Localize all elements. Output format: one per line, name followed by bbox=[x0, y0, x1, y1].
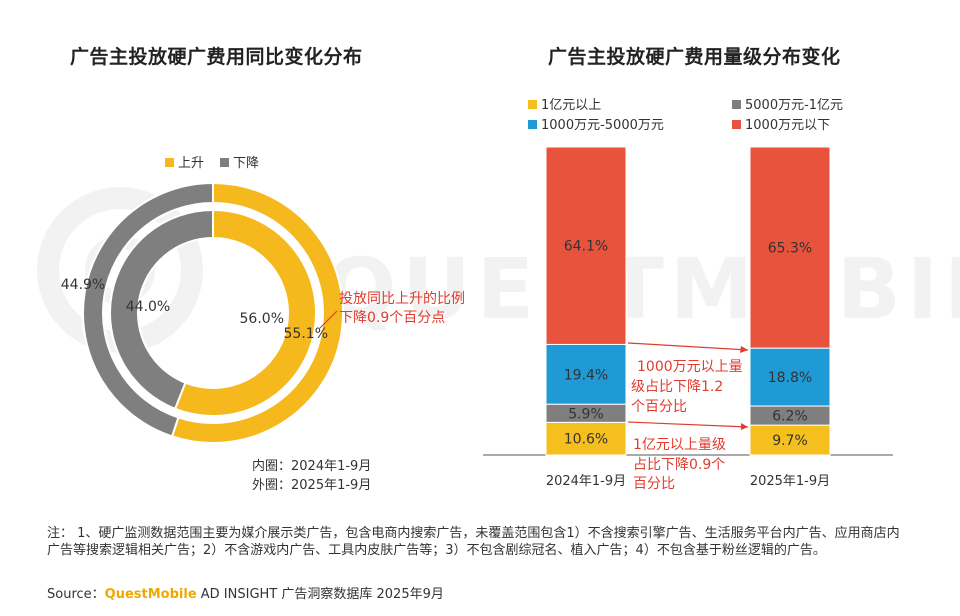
bar-annotation-2-line-2: 占比下降0.9个 bbox=[633, 457, 725, 473]
bar-annotation-1-line-2: 级占比下降1.2 bbox=[631, 379, 723, 395]
bar-segment-1000w-5000w-0 bbox=[545, 343, 627, 405]
bar-segment-below-1000w-0 bbox=[545, 146, 627, 345]
bar-annotation-1-line-1: 1000万元以上量 bbox=[637, 359, 743, 375]
bar-legend-label-1000w-5000w: 1000万元-5000万元 bbox=[541, 118, 664, 133]
bar-label-1000w-5000w-1: 18.8% bbox=[768, 370, 812, 386]
source-prefix: Source： bbox=[47, 587, 105, 602]
bar-annotation-arrow-2-icon bbox=[627, 421, 749, 428]
inner-ring-period: 内圈：2024年1-9月 bbox=[252, 458, 371, 474]
bar-label-above-1yi-0: 10.6% bbox=[564, 432, 608, 448]
legend-fall-swatch bbox=[220, 158, 229, 167]
bar-segment-above-1yi-1 bbox=[749, 424, 831, 456]
donut-slice-inner-fall bbox=[109, 208, 214, 411]
bar-chart-title: 广告主投放硬广费用量级分布变化 bbox=[548, 46, 841, 68]
bar-annotation-1-line-3: 个百分比 bbox=[631, 399, 687, 415]
bar-category-0: 2024年1-9月 bbox=[546, 474, 626, 489]
bar-segment-1000w-5000w-1 bbox=[749, 347, 831, 407]
bar-label-below-1000w-0: 64.1% bbox=[564, 239, 608, 255]
bar-legend-label-above-1yi: 1亿元以上 bbox=[541, 98, 601, 113]
donut-chart-title: 广告主投放硬广费用同比变化分布 bbox=[70, 46, 363, 68]
legend-fall-label: 下降 bbox=[233, 156, 259, 171]
bar-annotation-2-line-1: 1亿元以上量级 bbox=[633, 437, 726, 453]
bar-label-below-1000w-1: 65.3% bbox=[768, 241, 812, 257]
bar-legend-swatch-above-1yi bbox=[528, 100, 537, 109]
outer-rise-label: 55.1% bbox=[284, 326, 328, 342]
donut-slice-inner-rise bbox=[173, 208, 317, 417]
inner-fall-label: 44.0% bbox=[126, 299, 170, 315]
outer-fall-label: 44.9% bbox=[61, 277, 105, 293]
bar-segment-above-1yi-0 bbox=[545, 421, 627, 456]
bar-annotation-2-line-3: 百分比 bbox=[633, 476, 675, 492]
questmobile-logo-text: QuestMobile bbox=[104, 587, 197, 602]
bar-legend-label-below-1000w: 1000万元以下 bbox=[745, 118, 830, 133]
donut-annotation-arrow-icon bbox=[319, 310, 338, 329]
bar-legend-swatch-below-1000w bbox=[732, 120, 741, 129]
donut-annotation-line-1: 投放同比上升的比例 bbox=[339, 291, 465, 307]
bar-annotation-arrow-1-icon bbox=[627, 342, 749, 351]
footnote: 注： 1、硬广监测数据范围主要为媒介展示类广告，包含电商内搜索广告，未覆盖范围包… bbox=[47, 526, 900, 558]
inner-rise-label: 56.0% bbox=[240, 311, 284, 327]
bar-annotation-arrowhead-2-icon bbox=[741, 423, 748, 430]
bar-label-5000w-1yi-0: 5.9% bbox=[568, 406, 604, 422]
bar-label-5000w-1yi-1: 6.2% bbox=[772, 409, 808, 425]
bar-annotation-arrowhead-1-icon bbox=[740, 346, 748, 353]
watermark-text: QUESTMOBILE bbox=[325, 240, 960, 338]
legend-rise-label: 上升 bbox=[178, 156, 204, 171]
bar-legend-swatch-5000w-1yi bbox=[732, 100, 741, 109]
bar-legend-label-5000w-1yi: 5000万元-1亿元 bbox=[745, 98, 843, 113]
donut-annotation-line-2: 下降0.9个百分点 bbox=[339, 310, 445, 326]
bar-label-above-1yi-1: 9.7% bbox=[772, 433, 808, 449]
bar-legend-swatch-1000w-5000w bbox=[528, 120, 537, 129]
bar-segment-below-1000w-1 bbox=[749, 146, 831, 349]
donut-slice-outer-fall bbox=[82, 181, 214, 438]
bar-label-1000w-5000w-0: 19.4% bbox=[564, 367, 608, 383]
legend-rise-swatch bbox=[165, 158, 174, 167]
outer-ring-period: 外圈：2025年1-9月 bbox=[252, 478, 371, 493]
bar-category-1: 2025年1-9月 bbox=[750, 474, 830, 489]
source-suffix: AD INSIGHT 广告洞察数据库 2025年9月 bbox=[196, 587, 444, 602]
source-line: Source：QuestMobile AD INSIGHT 广告洞察数据库 20… bbox=[47, 583, 444, 602]
